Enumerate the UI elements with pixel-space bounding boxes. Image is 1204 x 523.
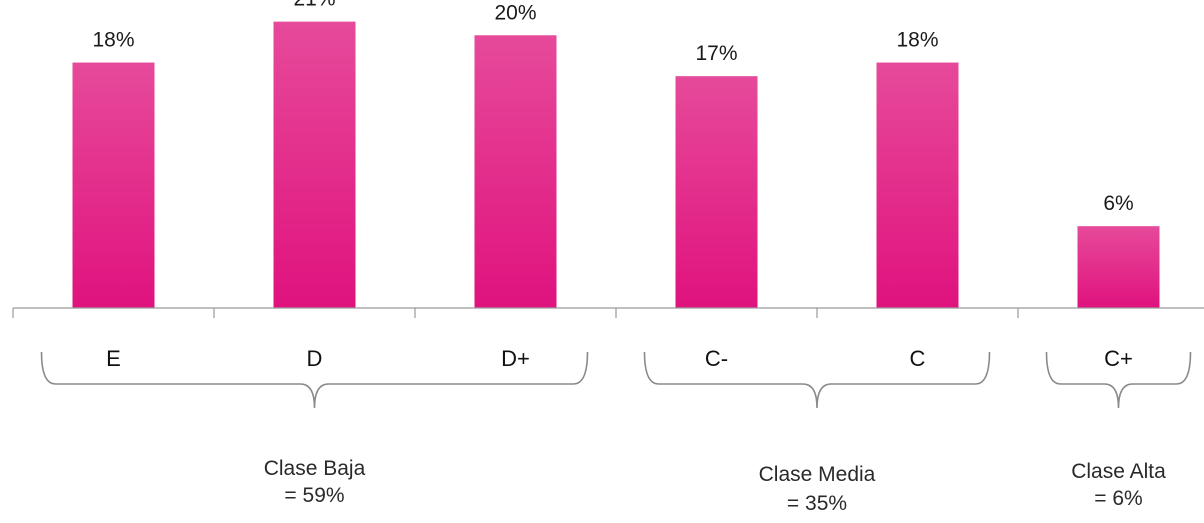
group-name: Clase Baja — [264, 457, 366, 480]
bars-layer — [72, 21, 1160, 309]
bar-C- — [675, 76, 758, 308]
bar-D+ — [474, 35, 557, 308]
group-brace — [1045, 351, 1192, 409]
group-brace — [643, 351, 991, 409]
group-brace — [40, 351, 589, 409]
data-label: 18% — [896, 29, 938, 52]
group-total: = 35% — [787, 492, 847, 515]
group-total: = 6% — [1094, 487, 1142, 510]
group-total: = 59% — [284, 484, 344, 507]
group-braces: Clase Baja = 59% Clase Media = 35% Clase Alt… — [40, 351, 1192, 515]
group-name: Clase Alta — [1071, 460, 1166, 483]
data-label: 21% — [293, 0, 335, 11]
data-label: 20% — [494, 1, 536, 24]
category-label: D — [307, 346, 323, 371]
bar-C+ — [1077, 226, 1160, 308]
data-label: 18% — [92, 29, 134, 52]
bar-D — [273, 21, 356, 309]
category-label: C+ — [1104, 346, 1133, 371]
bar-E — [72, 62, 155, 308]
group-name: Clase Media — [759, 463, 876, 486]
category-label: C — [910, 346, 926, 371]
bar-C — [876, 62, 959, 308]
labels-layer: 18% E 21% D 20% D+ 17% C- 18% C 6% C+ — [92, 0, 1133, 371]
x-axis — [12, 307, 1204, 318]
category-label: C- — [705, 346, 728, 371]
category-label: D+ — [501, 346, 530, 371]
data-label: 6% — [1103, 192, 1133, 215]
category-label: E — [106, 346, 121, 371]
data-label: 17% — [695, 42, 737, 65]
